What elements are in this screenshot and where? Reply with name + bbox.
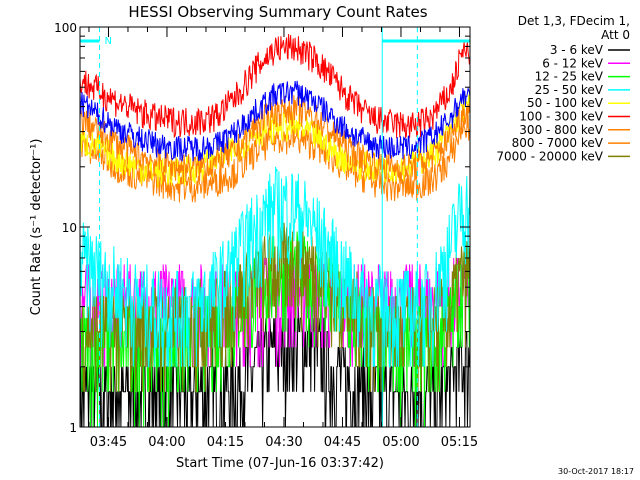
footer-timestamp: 30-Oct-2017 18:17 [558,467,634,476]
legend-label-2: 12 - 25 keV [535,70,604,84]
legend-label-6: 300 - 800 keV [519,123,603,137]
trace-extra [79,80,471,162]
markers-group: N [80,27,470,427]
x-tick-label: 05:00 [382,435,419,450]
y-axis-label: Count Rate (s⁻¹ detector⁻¹) [29,139,44,316]
traces-group [79,33,471,428]
legend-label-5: 100 - 300 keV [519,110,603,124]
legend-label-8: 7000 - 20000 keV [496,149,603,163]
y-tick-label: 100 [54,21,77,35]
x-axis-label: Start Time (07-Jun-16 03:37:42) [176,456,384,471]
chart-title: HESSI Observing Summary Count Rates [128,3,427,21]
x-tick-label: 05:15 [441,435,478,450]
night-label: N [105,36,112,47]
y-axis: 1 10 100 [54,21,470,435]
trace-series-3 [79,166,471,368]
y-tick-label: 10 [62,221,77,235]
x-tick-label: 03:45 [90,435,127,450]
legend-label-7: 800 - 7000 keV [512,136,604,150]
legend-label-1: 6 - 12 keV [542,56,604,70]
legend-label-3: 25 - 50 keV [535,83,604,97]
x-tick-label: 04:30 [265,435,302,450]
y-tick-label: 1 [69,421,77,435]
legend-header-line-2: Att 0 [601,28,630,42]
legend-header-line-1: Det 1,3, FDecim 1, [518,14,630,28]
legend-label-0: 3 - 6 keV [550,43,604,57]
legend-label-4: 50 - 100 keV [527,96,604,110]
x-tick-label: 04:45 [324,435,361,450]
x-axis: 03:45 04:00 04:15 04:30 04:45 05:00 05:15 [88,27,478,450]
x-tick-label: 04:00 [148,435,185,450]
trace-series-5 [79,33,471,139]
trace-series-6 [79,95,471,184]
x-tick-label: 04:15 [207,435,244,450]
